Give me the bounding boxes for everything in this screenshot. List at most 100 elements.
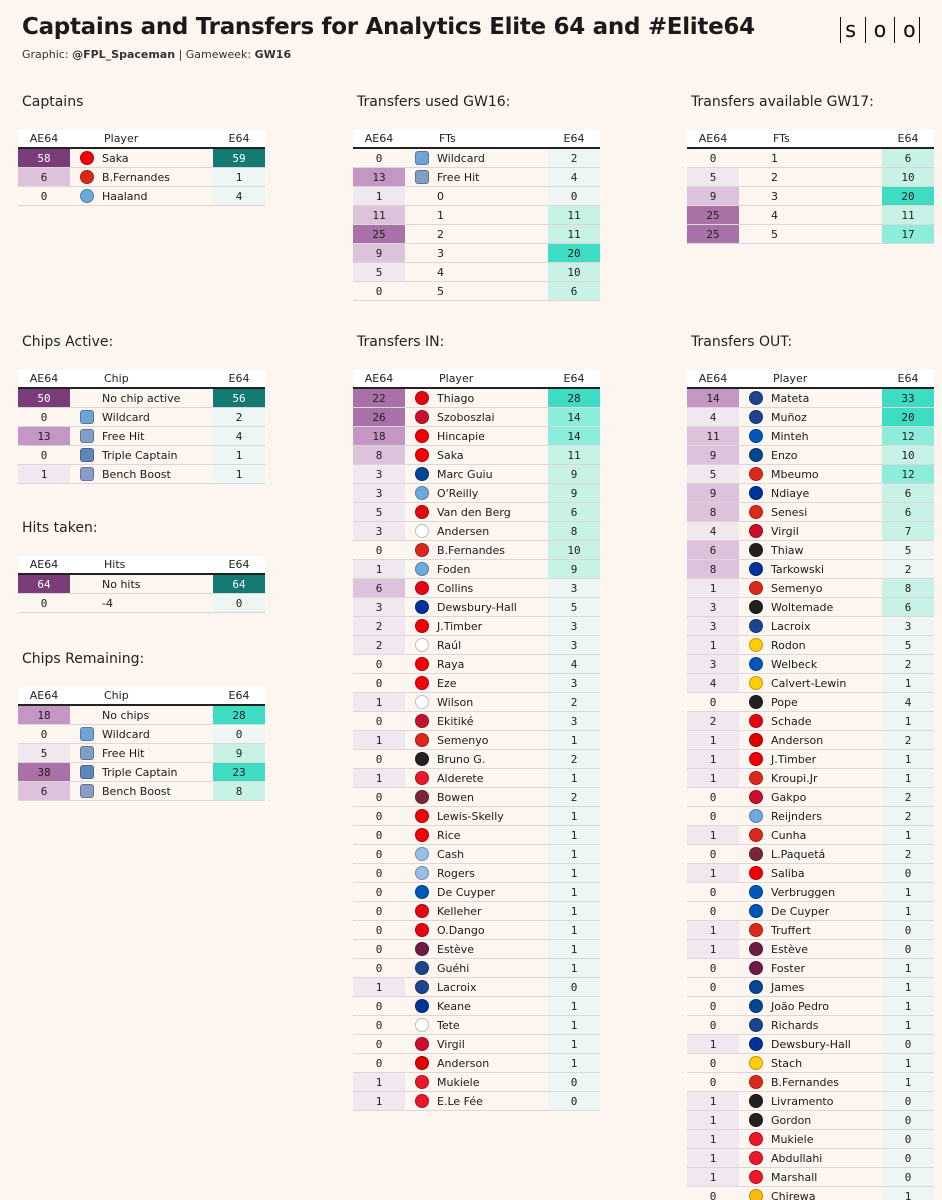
row-label-cell: Anderson <box>405 1053 548 1073</box>
table-row: 3 Lacroix 3 <box>687 616 934 636</box>
row-label-wrap: Dewsbury-Hall <box>405 598 548 616</box>
ae64-value: 1 <box>687 768 739 788</box>
row-label-cell: Livramento <box>739 1091 882 1111</box>
e64-value: 2 <box>548 749 600 769</box>
row-label-cell: No chip active <box>70 388 213 408</box>
table-row: 9 3 20 <box>687 186 934 206</box>
row-label: J.Timber <box>771 752 817 766</box>
row-label-wrap: B.Fernandes <box>405 541 548 559</box>
e64-value: 0 <box>548 186 600 206</box>
table-row: 25 4 11 <box>687 205 934 225</box>
e64-value: 0 <box>882 1110 934 1130</box>
ae64-value: 0 <box>353 673 405 693</box>
row-label-cell: Tarkowski <box>739 559 882 579</box>
ars-crest-icon <box>749 866 763 880</box>
e64-value: 11 <box>548 445 600 465</box>
row-label-wrap: 5 <box>405 282 548 300</box>
row-label-wrap: Truffert <box>739 921 882 939</box>
row-label: Raya <box>437 657 465 671</box>
row-label-wrap: 2 <box>405 225 548 243</box>
e64-value: 0 <box>213 724 265 744</box>
row-label-wrap: Mateta <box>739 389 882 407</box>
gameweek-value: GW16 <box>254 48 292 61</box>
bha-crest-icon <box>749 904 763 918</box>
row-label: Wildcard <box>102 727 150 741</box>
row-label: Abdullahi <box>771 1151 823 1165</box>
table-row: 1 Kroupi.Jr 1 <box>687 768 934 788</box>
row-label: Rice <box>437 828 461 842</box>
table-row: 0 Triple Captain 1 <box>18 445 265 465</box>
table-row: 0 Bowen 2 <box>353 787 600 807</box>
row-label-wrap: Saliba <box>739 864 882 882</box>
row-label-cell: Tete <box>405 1015 548 1035</box>
e64-value: 1 <box>548 1034 600 1054</box>
e64-value: 2 <box>882 559 934 579</box>
ae64-value: 4 <box>687 521 739 541</box>
row-label-cell: Muñoz <box>739 407 882 427</box>
row-label: Tete <box>437 1018 460 1032</box>
row-label: Bruno G. <box>437 752 486 766</box>
row-label: Free Hit <box>102 746 145 760</box>
row-label-cell: 2 <box>405 224 548 244</box>
table-row: 3 Marc Guiu 9 <box>353 464 600 484</box>
ae64-value: 14 <box>687 388 739 408</box>
row-label: Thiago <box>437 391 475 405</box>
row-label: L.Paquetá <box>771 847 826 861</box>
e64-value: 1 <box>882 711 934 731</box>
row-label-cell: Raya <box>405 654 548 674</box>
row-label: Lacroix <box>437 980 477 994</box>
table-transfers-used: AE64 FTs E64 0 Wildcard 2 13 Free Hit 4 1 0 0 11 1 11 2… <box>353 130 600 301</box>
e64-value: 1 <box>548 920 600 940</box>
row-label-cell: Cunha <box>739 825 882 845</box>
e64-value: 1 <box>882 996 934 1016</box>
e64-value: 11 <box>882 205 934 225</box>
row-label: Mateta <box>771 391 810 405</box>
e64-value: 1 <box>882 977 934 997</box>
row-label: João Pedro <box>771 999 829 1013</box>
row-label: Keane <box>437 999 471 1013</box>
e64-value: 1 <box>882 1053 934 1073</box>
row-label-wrap: Bruno G. <box>405 750 548 768</box>
e64-value: 4 <box>548 167 600 187</box>
ae64-value: 25 <box>353 224 405 244</box>
new-crest-icon <box>749 1094 763 1108</box>
row-label-wrap: Foster <box>739 959 882 977</box>
eve-crest-icon <box>415 600 429 614</box>
column-header-ae64: AE64 <box>353 370 405 389</box>
ae64-value: 0 <box>353 711 405 731</box>
table-row: 1 Gordon 0 <box>687 1110 934 1130</box>
ae64-value: 6 <box>353 578 405 598</box>
table-row: 3 Andersen 8 <box>353 521 600 541</box>
table-row: 0 Kelleher 1 <box>353 901 600 921</box>
bha-crest-icon <box>749 885 763 899</box>
row-label-cell: Andersen <box>405 521 548 541</box>
row-label: Kelleher <box>437 904 482 918</box>
ae64-value: 9 <box>687 483 739 503</box>
ae64-value: 0 <box>687 692 739 712</box>
row-label-wrap: J.Timber <box>739 750 882 768</box>
mci-crest-icon <box>415 486 429 500</box>
table-row: 11 Minteh 12 <box>687 426 934 446</box>
row-label: B.Fernandes <box>437 543 506 557</box>
e64-value: 1 <box>213 167 265 187</box>
e64-value: 0 <box>882 1129 934 1149</box>
ae64-value: 1 <box>687 749 739 769</box>
row-label-cell: 3 <box>739 186 882 206</box>
table-row: 1 Anderson 2 <box>687 730 934 750</box>
row-label-cell: B.Fernandes <box>70 167 213 187</box>
row-label-cell: Pope <box>739 692 882 712</box>
e64-value: 3 <box>548 635 600 655</box>
row-label-cell: De Cuyper <box>405 882 548 902</box>
ae64-value: 1 <box>353 977 405 997</box>
e64-value: 6 <box>882 483 934 503</box>
ae64-value: 8 <box>353 445 405 465</box>
table-row: 0 Eze 3 <box>353 673 600 693</box>
chip-wc-chip-icon <box>80 410 94 424</box>
bur-crest-icon <box>749 942 763 956</box>
e64-value: 1 <box>548 806 600 826</box>
row-label-cell: Mbeumo <box>739 464 882 484</box>
row-label: Semenyo <box>437 733 489 747</box>
row-label: 5 <box>771 227 778 241</box>
row-label-wrap: Anderson <box>739 731 882 749</box>
e64-value: 6 <box>882 148 934 168</box>
